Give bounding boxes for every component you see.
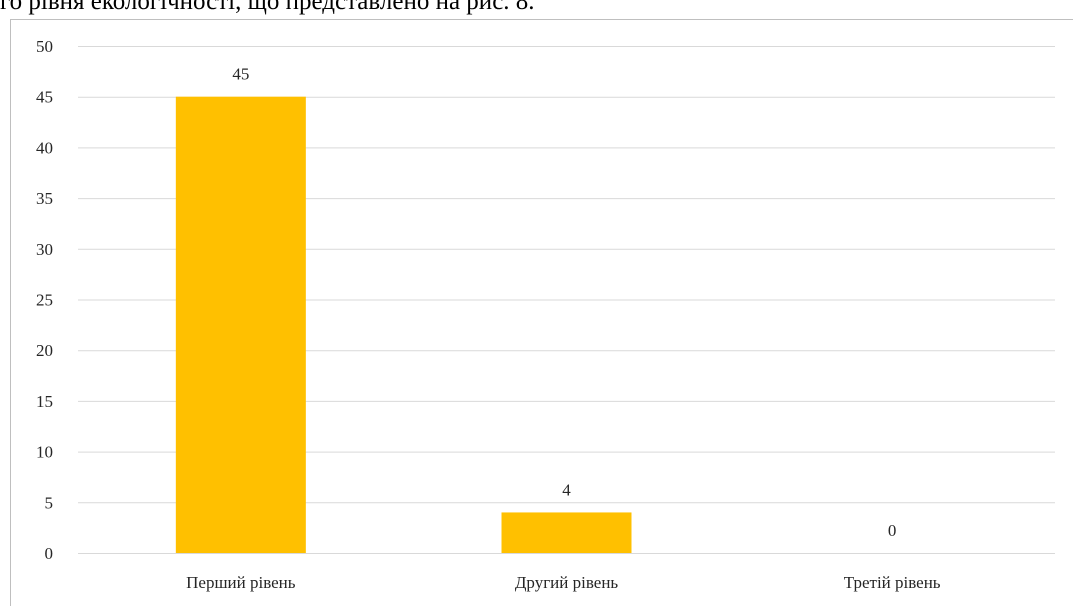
y-tick-label: 10 <box>36 443 53 462</box>
bar <box>175 96 306 553</box>
bar <box>501 512 632 553</box>
y-tick-label: 30 <box>36 240 53 259</box>
y-tick-label: 15 <box>36 392 53 411</box>
y-tick-label: 35 <box>36 189 53 208</box>
y-tick-label: 45 <box>36 88 53 107</box>
y-tick-label: 25 <box>36 291 53 310</box>
data-label: 45 <box>232 65 249 84</box>
y-tick-label: 0 <box>45 544 54 563</box>
data-label: 4 <box>562 480 571 499</box>
data-label: 0 <box>888 521 897 540</box>
y-tick-label: 40 <box>36 138 53 157</box>
x-tick-label: Третій рівень <box>844 573 941 592</box>
y-tick-label: 20 <box>36 341 53 360</box>
y-tick-label: 50 <box>36 37 53 56</box>
document-text: го рівня екологічності, що представлено … <box>0 0 535 15</box>
y-tick-label: 5 <box>45 493 54 512</box>
x-tick-label: Перший рівень <box>186 573 296 592</box>
x-tick-label: Другий рівень <box>515 573 619 592</box>
